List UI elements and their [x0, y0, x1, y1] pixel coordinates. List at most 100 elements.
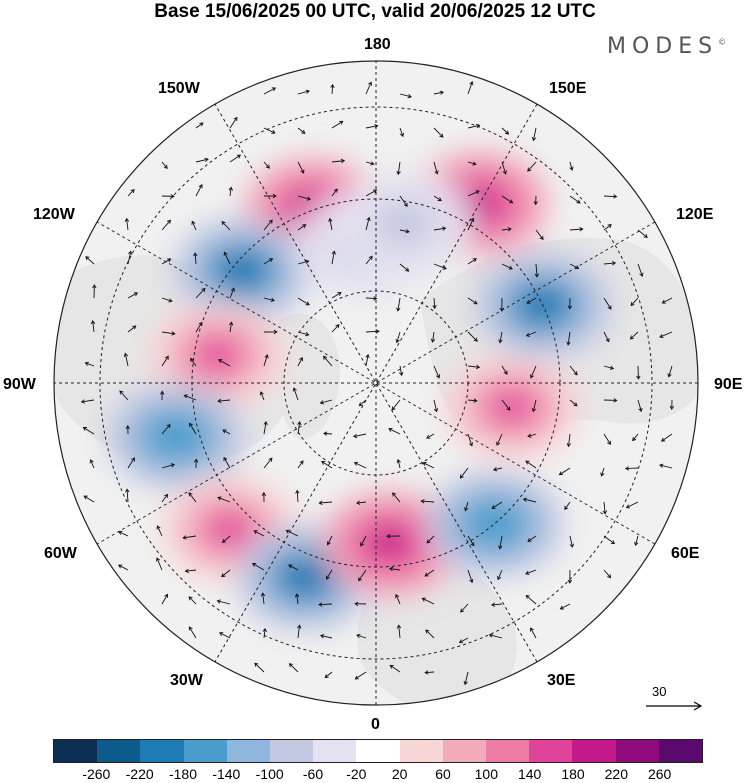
wind-vector [467, 161, 477, 166]
wind-vector [467, 398, 478, 403]
wind-vector [263, 329, 278, 335]
colorbar-swatch [140, 740, 184, 762]
wind-vector [600, 467, 605, 477]
lon-label-120e: 120E [676, 206, 714, 223]
wind-vector [365, 329, 380, 334]
wind-vector [182, 535, 197, 540]
wind-vector [80, 399, 95, 404]
wind-vector [328, 217, 333, 231]
wind-vector [297, 624, 302, 639]
wind-vector [386, 533, 401, 539]
wind-vector [467, 297, 478, 305]
wind-vector [297, 259, 310, 265]
wind-vector [297, 297, 310, 306]
wind-vector [637, 229, 648, 238]
map-title: Base 15/06/2025 00 UTC, valid 20/06/2025… [154, 1, 596, 22]
wind-vector [499, 297, 505, 312]
colorbar-swatch [658, 740, 703, 762]
meridian-line [214, 103, 538, 663]
wind-vector [229, 154, 242, 163]
wind-vector [603, 398, 618, 403]
wind-vector [399, 127, 405, 138]
wind-vector [127, 292, 139, 299]
wind-vector [324, 671, 333, 679]
wind-vector [183, 394, 197, 401]
wind-vector [365, 81, 373, 95]
wind-vector [331, 158, 346, 164]
wind-vector [463, 671, 469, 686]
wind-vector [559, 603, 571, 610]
wind-vector [534, 263, 540, 278]
wind-vector [263, 161, 270, 169]
wind-vector [467, 331, 478, 342]
wind-vector [625, 501, 639, 509]
wind-vector [491, 501, 503, 509]
wind-vector [564, 501, 571, 511]
lon-label-120w: 120W [33, 206, 75, 223]
wind-vector [603, 331, 610, 343]
wind-vector [527, 161, 537, 172]
wind-vector [188, 492, 197, 503]
wind-vector [161, 593, 169, 605]
wind-vector [262, 627, 267, 639]
wind-vector [221, 221, 231, 231]
wind-vector [637, 399, 643, 413]
meridian-line [96, 221, 656, 545]
wind-vector [216, 599, 231, 605]
wind-vector [319, 634, 333, 639]
reference-vector-label: 30 [652, 684, 667, 699]
wind-vector [117, 564, 129, 571]
wind-vector [190, 357, 197, 367]
wind-vector [399, 93, 412, 99]
wind-vector [356, 500, 367, 505]
wind-vector [527, 535, 537, 542]
wind-vector [326, 569, 333, 580]
wind-vector [318, 602, 333, 607]
wind-vector [490, 602, 503, 607]
wind-vector [365, 353, 370, 367]
meridian-line [96, 221, 656, 545]
wind-vector [83, 495, 95, 503]
wind-vector [426, 433, 435, 439]
wind-vector [322, 355, 333, 367]
wind-vector [297, 460, 304, 469]
wind-vector [433, 226, 447, 231]
colorbar-tick-label: 180 [561, 766, 585, 782]
wind-vector [567, 569, 573, 584]
wind-vector [531, 399, 537, 413]
anomaly-contour [384, 209, 424, 240]
wind-vector [360, 535, 367, 547]
latitude-circle [99, 106, 653, 660]
anomaly-contour [210, 514, 250, 545]
wind-vector [218, 359, 231, 367]
lon-label-30w: 30W [170, 672, 203, 689]
wind-vector [392, 492, 401, 503]
wind-vector [365, 216, 371, 231]
wind-vector [365, 161, 375, 166]
wind-vector [501, 399, 511, 411]
wind-vector [569, 365, 578, 376]
wind-vector [331, 324, 340, 333]
wind-vector [195, 122, 204, 129]
colorbar-tick-label: -20 [346, 766, 367, 782]
wind-vector [124, 217, 130, 231]
wind-vector [459, 467, 469, 479]
wind-vector [125, 425, 131, 435]
wind-vector [399, 229, 410, 234]
wind-vector [221, 569, 231, 578]
reference-vector-arrow [646, 701, 703, 711]
wind-vector [396, 161, 401, 176]
wind-vector [420, 499, 435, 504]
wind-vector [263, 297, 276, 303]
wind-vector [522, 497, 537, 503]
wind-vector [533, 195, 538, 206]
wind-vector [254, 662, 265, 673]
wind-vector [424, 569, 435, 577]
wind-vector [263, 87, 277, 95]
wind-vector [123, 352, 129, 367]
wind-vector [395, 593, 401, 605]
wind-vector [636, 365, 641, 380]
wind-vector [634, 535, 639, 547]
lon-label-90w: 90W [3, 376, 36, 393]
colorbar-swatch [183, 740, 227, 762]
